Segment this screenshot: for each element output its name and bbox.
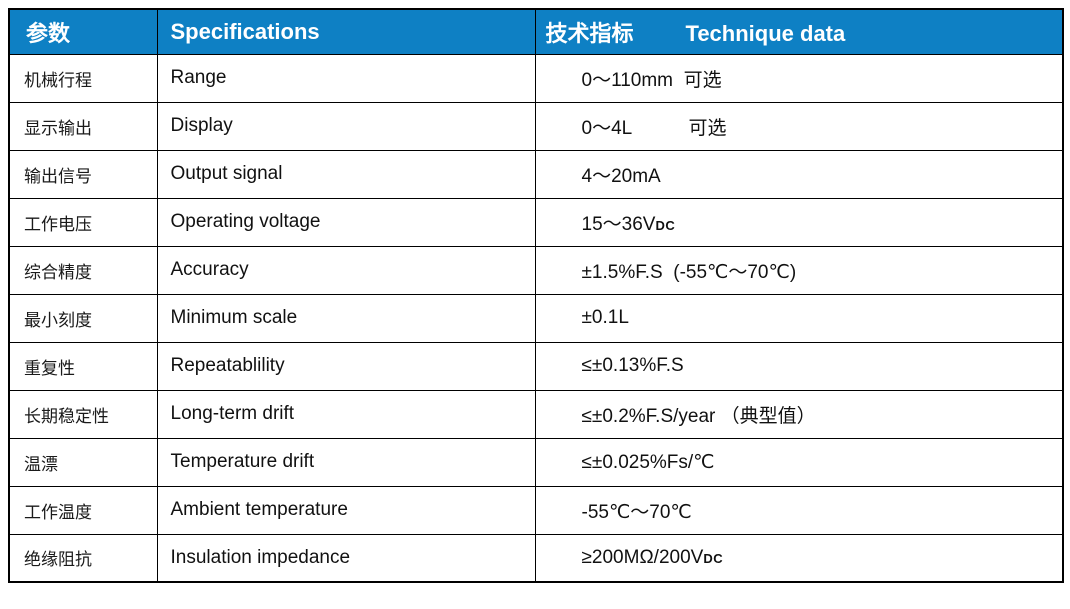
value-cell: ≤±0.025%Fs/℃ [534, 437, 1064, 487]
param-cn-cell: 输出信号 [8, 149, 158, 199]
value-cell: ±0.1L [534, 293, 1064, 343]
spec-en-cell: Ambient temperature [156, 485, 536, 535]
value-cell: 15～36VDC [534, 197, 1064, 247]
table-row-repeatability: 重复性 Repeatablility ≤±0.13%F.S [8, 341, 1064, 391]
param-cn-cell: 显示输出 [8, 101, 158, 151]
value-text: ±0.1L [581, 307, 629, 328]
param-cn-cell: 长期稳定性 [8, 389, 158, 439]
spec-en-cell: Accuracy [156, 245, 536, 295]
value-cell: 0～110mm 可选 [534, 53, 1064, 103]
value-cell: ≤±0.2%F.S/year （典型值） [534, 389, 1064, 439]
spec-en-cell: Output signal [156, 149, 536, 199]
specifications-table: 参数 Specifications 技术指标 Technique data 机械行… [8, 8, 1064, 583]
value-subscript: DC [703, 550, 724, 566]
spec-en-cell: Display [156, 101, 536, 151]
value-text: -55℃～70℃ [581, 501, 692, 523]
value-cell: -55℃～70℃ [534, 485, 1064, 535]
param-cn-cell: 机械行程 [8, 53, 158, 103]
table-row-long-term-drift: 长期稳定性 Long-term drift ≤±0.2%F.S/year （典型… [8, 389, 1064, 439]
table-row-output-signal: 输出信号 Output signal 4～20mA [8, 149, 1064, 199]
value-text: ≤±0.2%F.S/year （典型值） [581, 405, 816, 427]
table-row-insulation-impedance: 绝缘阻抗 Insulation impedance ≥200MΩ/200VDC [8, 533, 1064, 583]
value-subscript: DC [655, 217, 676, 233]
spec-en-cell: Temperature drift [156, 437, 536, 487]
spec-en-cell: Insulation impedance [156, 533, 536, 583]
value-text: 0～110mm 可选 [581, 69, 722, 91]
header-specifications: Specifications [156, 8, 536, 55]
value-text: 0～4L 可选 [581, 117, 727, 139]
param-cn-cell: 最小刻度 [8, 293, 158, 343]
table-row-ambient-temperature: 工作温度 Ambient temperature -55℃～70℃ [8, 485, 1064, 535]
table-row-accuracy: 综合精度 Accuracy ±1.5%F.S (-55℃～70℃) [8, 245, 1064, 295]
header-tech-cn: 技术指标 [545, 20, 634, 46]
spec-en-cell: Repeatablility [156, 341, 536, 391]
value-text: ≥200MΩ/200V [581, 546, 704, 568]
table-row-minimum-scale: 最小刻度 Minimum scale ±0.1L [8, 293, 1064, 343]
header-param-cn: 参数 [8, 8, 158, 55]
value-text: 4～20mA [581, 165, 661, 187]
table-row-operating-voltage: 工作电压 Operating voltage 15～36VDC [8, 197, 1064, 247]
table-row-range: 机械行程 Range 0～110mm 可选 [8, 53, 1064, 103]
value-text: 15～36V [581, 213, 656, 235]
value-cell: 4～20mA [534, 149, 1064, 199]
param-cn-cell: 温漂 [8, 437, 158, 487]
spec-en-cell: Long-term drift [156, 389, 536, 439]
value-text: ≤±0.13%F.S [581, 355, 684, 376]
value-cell: ≤±0.13%F.S [534, 341, 1064, 391]
spec-en-cell: Minimum scale [156, 293, 536, 343]
value-cell: ≥200MΩ/200VDC [534, 533, 1064, 583]
table-header-row: 参数 Specifications 技术指标 Technique data [8, 8, 1064, 55]
table-row-temperature-drift: 温漂 Temperature drift ≤±0.025%Fs/℃ [8, 437, 1064, 487]
param-cn-cell: 工作温度 [8, 485, 158, 535]
value-text: ≤±0.025%Fs/℃ [581, 451, 715, 473]
header-tech-en: Technique data [685, 20, 846, 46]
header-technique-data: 技术指标 Technique data [534, 8, 1064, 55]
spec-en-cell: Operating voltage [156, 197, 536, 247]
value-cell: ±1.5%F.S (-55℃～70℃) [534, 245, 1064, 295]
param-cn-cell: 综合精度 [8, 245, 158, 295]
value-text: ±1.5%F.S (-55℃～70℃) [581, 261, 797, 283]
table-row-display: 显示输出 Display 0～4L 可选 [8, 101, 1064, 151]
param-cn-cell: 重复性 [8, 341, 158, 391]
param-cn-cell: 绝缘阻抗 [8, 533, 158, 583]
spec-en-cell: Range [156, 53, 536, 103]
param-cn-cell: 工作电压 [8, 197, 158, 247]
value-cell: 0～4L 可选 [534, 101, 1064, 151]
